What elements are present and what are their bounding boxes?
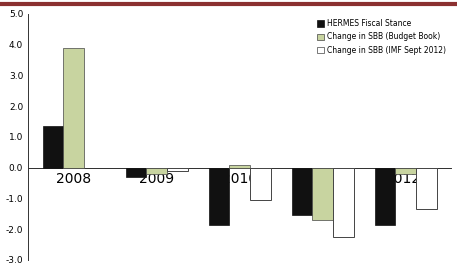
Bar bbox=[167, 168, 188, 171]
Bar bbox=[250, 168, 271, 200]
Bar bbox=[208, 168, 229, 225]
Bar bbox=[43, 126, 64, 168]
Bar bbox=[313, 168, 333, 220]
Bar bbox=[333, 168, 354, 237]
Bar bbox=[375, 168, 395, 225]
Bar bbox=[229, 164, 250, 168]
Bar bbox=[64, 48, 84, 168]
Bar bbox=[292, 168, 313, 215]
Bar bbox=[416, 168, 437, 209]
Bar bbox=[146, 168, 167, 174]
Legend: HERMES Fiscal Stance, Change in SBB (Budget Book), Change in SBB (IMF Sept 2012): HERMES Fiscal Stance, Change in SBB (Bud… bbox=[316, 18, 447, 56]
Bar bbox=[395, 168, 416, 174]
Bar bbox=[126, 168, 146, 177]
